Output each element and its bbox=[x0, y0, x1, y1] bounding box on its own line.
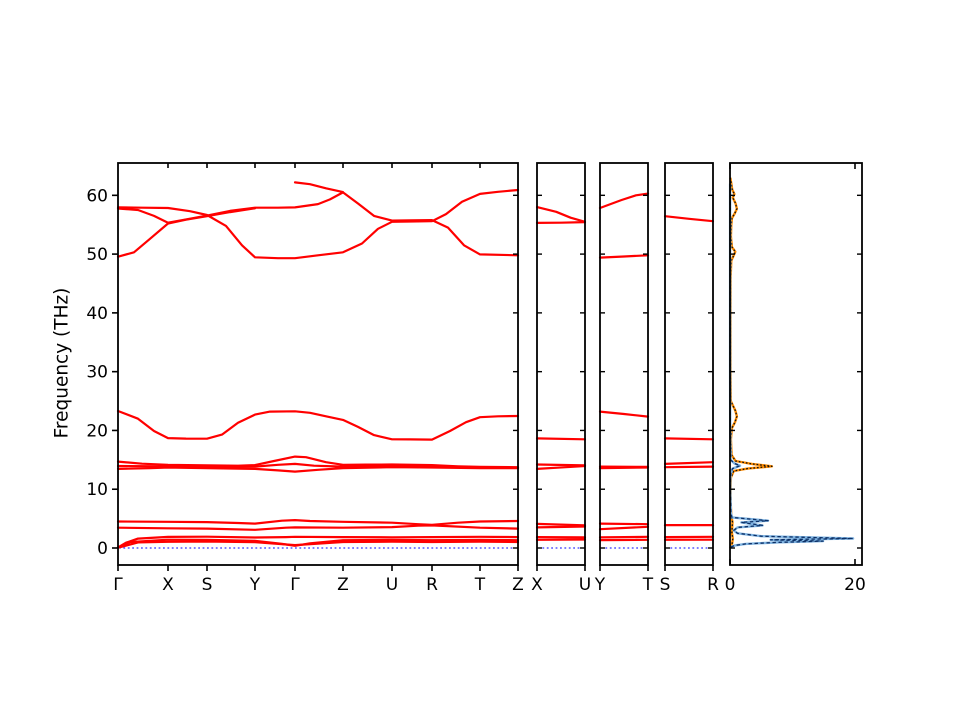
phonon-band-line bbox=[293, 181, 345, 194]
phonon-band-line bbox=[116, 524, 520, 531]
phonon-band-line bbox=[116, 466, 520, 473]
panel-frame-SR bbox=[664, 162, 714, 566]
k-point-label: Y bbox=[249, 575, 261, 595]
phonon-band-line bbox=[116, 518, 520, 526]
phonon-band-line bbox=[535, 221, 587, 224]
y-axis-label: Frequency (THz) bbox=[51, 287, 73, 439]
panel-frame-dos bbox=[729, 162, 863, 566]
y-tick-label: 60 bbox=[86, 186, 108, 206]
k-point-label: U bbox=[386, 575, 398, 595]
phonon-band-line bbox=[598, 192, 650, 210]
k-point-label: R bbox=[707, 575, 719, 595]
partial-dos-high-freq-curve bbox=[728, 177, 774, 549]
k-point-label: Z bbox=[337, 575, 349, 595]
phonon-band-line bbox=[598, 410, 650, 418]
k-point-label: Y bbox=[594, 575, 606, 595]
phonon-band-line bbox=[663, 465, 715, 469]
phonon-band-line bbox=[598, 254, 650, 259]
phonon-band-line bbox=[535, 464, 587, 470]
k-point-label: S bbox=[660, 575, 671, 595]
k-point-label: U bbox=[579, 575, 591, 595]
k-point-label: X bbox=[531, 575, 543, 595]
phonon-band-line bbox=[116, 409, 520, 441]
k-point-label: Γ bbox=[113, 575, 123, 595]
phonon-band-line bbox=[116, 188, 520, 260]
phonon-band-line bbox=[598, 466, 650, 470]
k-point-label: Z bbox=[512, 575, 524, 595]
phonon-band-line bbox=[535, 437, 587, 441]
phonon-band-line bbox=[535, 522, 587, 527]
y-tick-label: 20 bbox=[86, 421, 108, 441]
k-point-label: T bbox=[642, 575, 654, 595]
phonon-band-line bbox=[116, 540, 520, 549]
phonon-band-line bbox=[535, 206, 587, 223]
y-tick-label: 30 bbox=[86, 363, 108, 383]
phonon-band-line bbox=[663, 461, 715, 465]
phonon-band-line bbox=[535, 525, 587, 529]
phonon-band-line bbox=[598, 535, 650, 539]
phonon-band-line bbox=[116, 191, 520, 257]
y-tick-label: 10 bbox=[86, 480, 108, 500]
k-point-label: Γ bbox=[290, 575, 300, 595]
panel-frame-YT bbox=[599, 162, 649, 566]
phonon-band-line bbox=[598, 522, 650, 526]
partial-dos-low-freq-curve bbox=[728, 183, 855, 549]
phonon-band-line bbox=[663, 215, 715, 223]
y-tick-label: 0 bbox=[97, 539, 108, 559]
dos-x-tick-label: 0 bbox=[725, 575, 736, 595]
phonon-band-line bbox=[535, 463, 587, 467]
k-point-label: X bbox=[162, 575, 174, 595]
partial-dos-high-freq-overlay bbox=[729, 177, 773, 549]
phonon-band-line bbox=[663, 437, 715, 441]
k-point-label: S bbox=[202, 575, 213, 595]
k-point-label: T bbox=[474, 575, 486, 595]
phonon-band-line bbox=[116, 207, 257, 258]
y-tick-label: 40 bbox=[86, 304, 108, 324]
phonon-band-line bbox=[598, 525, 650, 531]
panel-frame-main bbox=[117, 162, 519, 566]
k-point-label: R bbox=[426, 575, 438, 595]
y-tick-label: 50 bbox=[86, 245, 108, 265]
phonon-band-line bbox=[116, 535, 520, 549]
panel-frame-XU bbox=[536, 162, 586, 566]
dos-x-tick-label: 20 bbox=[844, 575, 866, 595]
partial-dos-low-freq-overlay bbox=[729, 183, 854, 549]
